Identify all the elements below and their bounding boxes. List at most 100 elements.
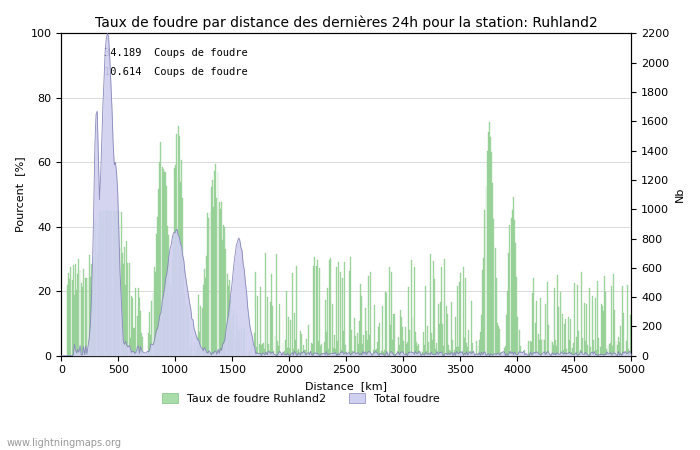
Bar bbox=[582, 338, 583, 356]
Bar bbox=[326, 333, 327, 356]
Bar bbox=[615, 341, 617, 356]
Bar bbox=[390, 325, 391, 356]
Bar bbox=[423, 332, 424, 356]
Bar bbox=[158, 189, 159, 356]
Bar bbox=[535, 323, 536, 356]
Bar bbox=[216, 198, 217, 356]
Bar bbox=[466, 342, 467, 356]
Bar bbox=[619, 342, 620, 356]
Bar bbox=[470, 302, 472, 356]
Bar bbox=[80, 283, 82, 356]
Y-axis label: Pourcent  [%]: Pourcent [%] bbox=[15, 157, 25, 232]
Bar bbox=[329, 260, 330, 356]
Bar bbox=[383, 352, 384, 356]
Bar bbox=[564, 324, 565, 356]
Bar bbox=[433, 261, 434, 356]
Bar bbox=[504, 348, 505, 356]
Bar bbox=[367, 340, 368, 356]
Text: 10.614  Coups de foudre: 10.614 Coups de foudre bbox=[104, 68, 248, 77]
Bar bbox=[173, 236, 174, 356]
Bar bbox=[417, 346, 418, 356]
Bar bbox=[304, 350, 305, 356]
Bar bbox=[384, 350, 385, 356]
Bar bbox=[69, 279, 70, 356]
Bar bbox=[111, 211, 113, 356]
Bar bbox=[406, 344, 407, 356]
Bar bbox=[316, 260, 318, 356]
Bar bbox=[85, 278, 86, 356]
Bar bbox=[223, 225, 224, 356]
Bar bbox=[330, 258, 331, 356]
Bar bbox=[255, 272, 256, 356]
Bar bbox=[74, 295, 75, 356]
Bar bbox=[425, 286, 426, 356]
Bar bbox=[351, 330, 352, 356]
Bar bbox=[243, 330, 244, 356]
Bar bbox=[227, 274, 228, 356]
Bar bbox=[491, 153, 492, 356]
Bar bbox=[439, 324, 440, 356]
Bar bbox=[228, 285, 229, 356]
Bar bbox=[320, 346, 321, 356]
Bar bbox=[508, 253, 510, 356]
Bar bbox=[305, 350, 307, 356]
Bar bbox=[595, 297, 596, 356]
Bar bbox=[206, 256, 207, 356]
Bar bbox=[428, 342, 430, 356]
Bar bbox=[147, 354, 148, 356]
Bar bbox=[200, 306, 202, 356]
Bar bbox=[584, 341, 586, 356]
Bar bbox=[481, 315, 482, 356]
Bar bbox=[573, 343, 574, 356]
Bar bbox=[566, 349, 568, 356]
Bar bbox=[138, 288, 139, 356]
Bar bbox=[539, 340, 540, 356]
Bar bbox=[278, 346, 279, 356]
Bar bbox=[537, 353, 538, 356]
Bar bbox=[455, 317, 456, 356]
Bar bbox=[378, 327, 379, 356]
Bar bbox=[78, 259, 79, 356]
Bar bbox=[258, 344, 260, 356]
Bar bbox=[547, 282, 548, 356]
Bar bbox=[150, 335, 151, 356]
Bar bbox=[86, 279, 88, 356]
Bar bbox=[134, 328, 135, 356]
Bar bbox=[129, 262, 130, 356]
Bar bbox=[218, 202, 220, 356]
Bar bbox=[473, 355, 474, 356]
Bar bbox=[421, 352, 423, 356]
Bar bbox=[287, 348, 288, 356]
Bar bbox=[321, 344, 322, 356]
Bar bbox=[621, 354, 622, 356]
Bar bbox=[430, 333, 432, 356]
Bar bbox=[73, 265, 74, 356]
Bar bbox=[92, 290, 93, 356]
Bar bbox=[127, 263, 128, 356]
Bar bbox=[338, 262, 339, 356]
Bar bbox=[517, 316, 519, 356]
Bar bbox=[156, 234, 157, 356]
Bar bbox=[117, 211, 118, 356]
Bar bbox=[89, 255, 90, 356]
Bar bbox=[569, 341, 570, 356]
Bar bbox=[314, 257, 316, 356]
Bar bbox=[499, 329, 500, 356]
Bar bbox=[183, 267, 184, 356]
Bar bbox=[610, 343, 611, 356]
Bar bbox=[587, 345, 588, 356]
Bar bbox=[175, 165, 176, 356]
Bar bbox=[369, 335, 370, 356]
Bar bbox=[172, 260, 173, 356]
Bar bbox=[437, 342, 438, 356]
Bar bbox=[359, 321, 360, 356]
Bar bbox=[298, 349, 300, 356]
Bar bbox=[612, 346, 613, 356]
Bar bbox=[441, 267, 442, 356]
Bar bbox=[545, 304, 546, 356]
Bar bbox=[125, 285, 126, 356]
Bar bbox=[212, 180, 213, 356]
Bar bbox=[90, 277, 91, 356]
Bar bbox=[187, 305, 188, 356]
Bar bbox=[575, 337, 577, 356]
